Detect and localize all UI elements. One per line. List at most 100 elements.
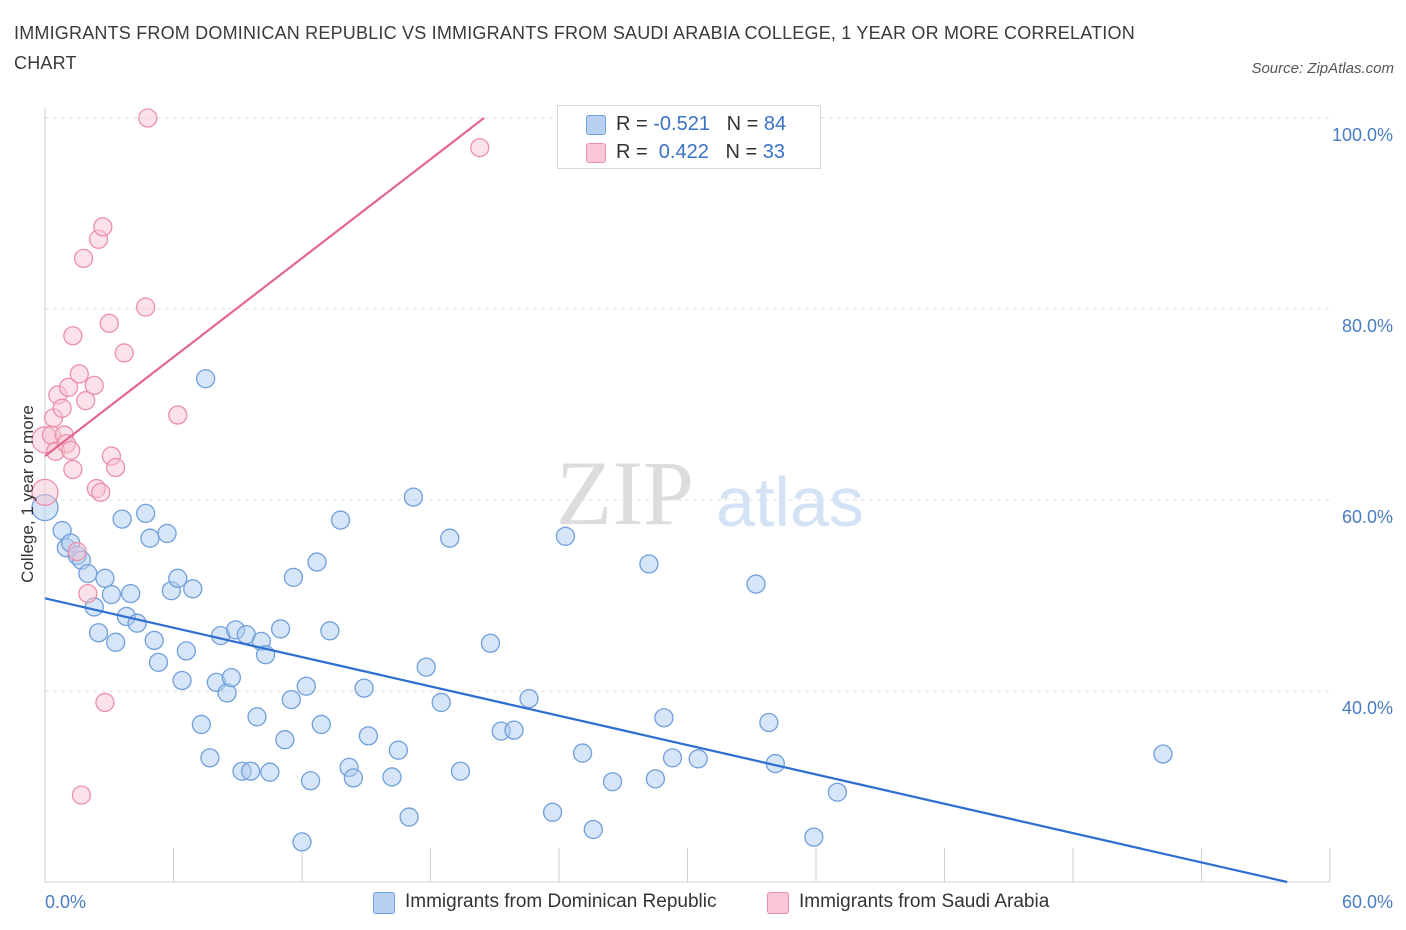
gridlines bbox=[45, 117, 1330, 692]
dominican-point-66 bbox=[519, 688, 539, 709]
dominican-point-44 bbox=[283, 567, 304, 588]
saudi-point-22 bbox=[91, 482, 111, 503]
dominican-point-56 bbox=[388, 740, 409, 760]
watermark-atlas: atlas bbox=[716, 463, 864, 541]
y-axis-label: College, 1 year or more bbox=[18, 405, 37, 583]
dominican-point-71 bbox=[602, 772, 623, 792]
saudi-point-32 bbox=[470, 137, 490, 158]
y-tick-label-1: 80.0% bbox=[1342, 316, 1393, 336]
legend-n-value-dominican: 84 bbox=[763, 113, 787, 135]
dominican-point-60 bbox=[431, 692, 451, 713]
dominican-point-81 bbox=[827, 782, 848, 802]
dominican-point-17 bbox=[140, 528, 160, 548]
saudi-point-27 bbox=[106, 457, 126, 478]
dominican-point-25 bbox=[183, 579, 203, 599]
saudi-point-30 bbox=[138, 108, 158, 128]
dominican-point-70 bbox=[583, 819, 603, 840]
legend-r-label: R = bbox=[616, 141, 654, 163]
watermark-zip: ZIP bbox=[556, 442, 694, 544]
dominican-point-42 bbox=[275, 730, 295, 750]
dominican-point-53 bbox=[354, 678, 374, 698]
dominican-point-18 bbox=[144, 630, 164, 651]
dominican-point-67 bbox=[542, 802, 563, 822]
saudi-point-23 bbox=[93, 217, 113, 237]
dominican-point-76 bbox=[688, 749, 708, 769]
y-tick-label-2: 60.0% bbox=[1342, 507, 1393, 527]
bottom-legend-swatch-saudi bbox=[767, 892, 789, 914]
dominican-point-61 bbox=[440, 528, 460, 548]
dominican-point-23 bbox=[172, 670, 192, 691]
correlation-legend: R = -0.521 N = 84 R = 0.422 N = 33 bbox=[557, 105, 821, 169]
bottom-legend-label-dominican: Immigrants from Dominican Republic bbox=[405, 891, 717, 912]
dominican-point-69 bbox=[572, 743, 593, 763]
dominican-point-12 bbox=[112, 509, 132, 529]
legend-swatch-dominican bbox=[586, 115, 606, 135]
dominican-point-14 bbox=[121, 583, 141, 604]
dominican-point-10 bbox=[101, 584, 122, 605]
saudi-point-11 bbox=[63, 459, 83, 480]
dominican-point-57 bbox=[399, 807, 419, 827]
dominican-point-63 bbox=[480, 633, 501, 653]
dominican-point-80 bbox=[804, 827, 824, 847]
dominican-point-37 bbox=[247, 707, 267, 727]
dominican-point-59 bbox=[416, 657, 436, 677]
series-dominican-points bbox=[31, 369, 1173, 852]
dominican-point-68 bbox=[555, 526, 576, 546]
saudi-point-13 bbox=[67, 541, 87, 562]
saudi-point-12 bbox=[63, 326, 83, 346]
dominican-point-50 bbox=[330, 510, 351, 530]
dominican-point-41 bbox=[270, 619, 291, 639]
dominican-point-47 bbox=[307, 552, 327, 572]
dominican-point-36 bbox=[240, 761, 261, 781]
saudi-point-19 bbox=[84, 375, 104, 396]
saudi-point-15 bbox=[71, 785, 92, 805]
dominican-point-55 bbox=[382, 767, 402, 787]
legend-r-value-dominican: -0.521 bbox=[653, 113, 710, 135]
dominican-point-6 bbox=[78, 563, 98, 584]
dominican-point-11 bbox=[106, 632, 126, 652]
dominican-point-65 bbox=[504, 720, 524, 740]
saudi-point-9 bbox=[58, 377, 79, 397]
dominican-point-72 bbox=[639, 554, 659, 574]
dominican-point-45 bbox=[296, 676, 316, 696]
dominican-point-83 bbox=[292, 832, 312, 852]
y-tick-label-3: 40.0% bbox=[1342, 698, 1393, 718]
saudi-point-24 bbox=[95, 692, 115, 713]
legend-n-label: N = bbox=[726, 113, 764, 135]
dominican-point-73 bbox=[645, 769, 666, 789]
dominican-point-24 bbox=[176, 641, 197, 661]
dominican-point-52 bbox=[343, 768, 364, 788]
dominican-point-26 bbox=[191, 714, 211, 735]
saudi-point-6 bbox=[52, 398, 72, 418]
dominican-point-48 bbox=[311, 714, 331, 735]
dominican-point-9 bbox=[95, 568, 115, 588]
dominican-point-20 bbox=[157, 523, 177, 544]
saudi-point-14 bbox=[69, 364, 89, 384]
saudi-point-28 bbox=[114, 343, 134, 363]
saudi-point-31 bbox=[168, 405, 188, 425]
dominican-point-62 bbox=[450, 761, 471, 781]
dominican-point-16 bbox=[136, 503, 156, 524]
legend-n-label: N = bbox=[725, 141, 763, 163]
watermark: ZIP atlas bbox=[556, 442, 864, 544]
saudi-point-25 bbox=[99, 313, 119, 333]
saudi-point-10 bbox=[61, 440, 81, 460]
legend-r-label: R = bbox=[616, 113, 654, 135]
legend-n-value-saudi: 33 bbox=[762, 141, 786, 163]
dominican-point-58 bbox=[403, 487, 424, 507]
x-tick-label-1: 60.0% bbox=[1342, 892, 1393, 912]
dominican-point-28 bbox=[200, 748, 220, 768]
saudi-point-1 bbox=[31, 478, 59, 507]
tick-labels: 100.0% 80.0% 60.0% 40.0% 0.0% 60.0% bbox=[45, 125, 1393, 912]
bottom-legend-swatch-dominican bbox=[373, 892, 395, 914]
dominican-point-54 bbox=[358, 726, 379, 746]
trend-lines bbox=[44, 117, 1288, 884]
dominican-point-40 bbox=[260, 762, 280, 782]
dominican-point-77 bbox=[746, 574, 766, 594]
trend-line-dominican bbox=[44, 597, 1288, 884]
legend-swatch-saudi bbox=[586, 143, 606, 163]
chart-title: IMMIGRANTS FROM DOMINICAN REPUBLIC VS IM… bbox=[14, 23, 1135, 73]
bottom-legend-label-saudi: Immigrants from Saudi Arabia bbox=[799, 891, 1050, 912]
dominican-point-43 bbox=[281, 689, 301, 710]
saudi-point-18 bbox=[78, 583, 98, 604]
